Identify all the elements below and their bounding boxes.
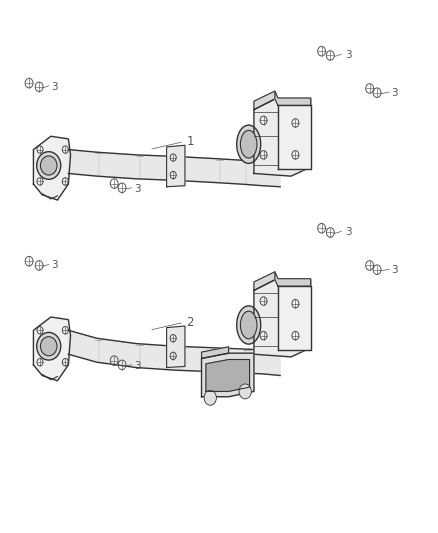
- Circle shape: [239, 384, 251, 399]
- Text: 3: 3: [51, 82, 57, 92]
- Polygon shape: [254, 272, 275, 290]
- Text: 3: 3: [51, 261, 57, 270]
- Ellipse shape: [240, 311, 257, 339]
- Polygon shape: [166, 146, 185, 187]
- Text: 3: 3: [345, 51, 351, 60]
- Ellipse shape: [40, 337, 57, 356]
- Polygon shape: [254, 91, 275, 110]
- Text: 3: 3: [134, 361, 141, 371]
- Polygon shape: [68, 330, 280, 375]
- Text: 3: 3: [392, 88, 398, 98]
- Polygon shape: [33, 136, 71, 200]
- Polygon shape: [33, 317, 71, 381]
- Text: 3: 3: [345, 228, 351, 238]
- Ellipse shape: [237, 125, 261, 164]
- Circle shape: [204, 390, 216, 405]
- Ellipse shape: [37, 333, 61, 360]
- Polygon shape: [68, 150, 280, 187]
- Polygon shape: [278, 106, 311, 169]
- Polygon shape: [278, 286, 311, 350]
- Polygon shape: [201, 347, 229, 359]
- Text: 2: 2: [186, 316, 194, 329]
- Text: 3: 3: [392, 265, 398, 275]
- Ellipse shape: [237, 306, 261, 344]
- Ellipse shape: [240, 131, 257, 158]
- Polygon shape: [201, 353, 254, 397]
- Polygon shape: [275, 91, 311, 106]
- Polygon shape: [166, 326, 185, 368]
- Polygon shape: [254, 280, 311, 357]
- Text: 1: 1: [186, 135, 194, 148]
- Ellipse shape: [40, 156, 57, 175]
- Ellipse shape: [37, 152, 61, 179]
- Polygon shape: [254, 99, 311, 176]
- Polygon shape: [206, 360, 250, 391]
- Text: 3: 3: [134, 184, 141, 194]
- Polygon shape: [275, 272, 311, 286]
